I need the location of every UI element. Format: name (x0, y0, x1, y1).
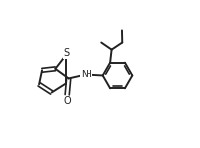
Text: O: O (63, 96, 71, 106)
Text: N: N (80, 70, 87, 78)
Text: S: S (63, 48, 69, 58)
Text: H: H (84, 70, 91, 78)
